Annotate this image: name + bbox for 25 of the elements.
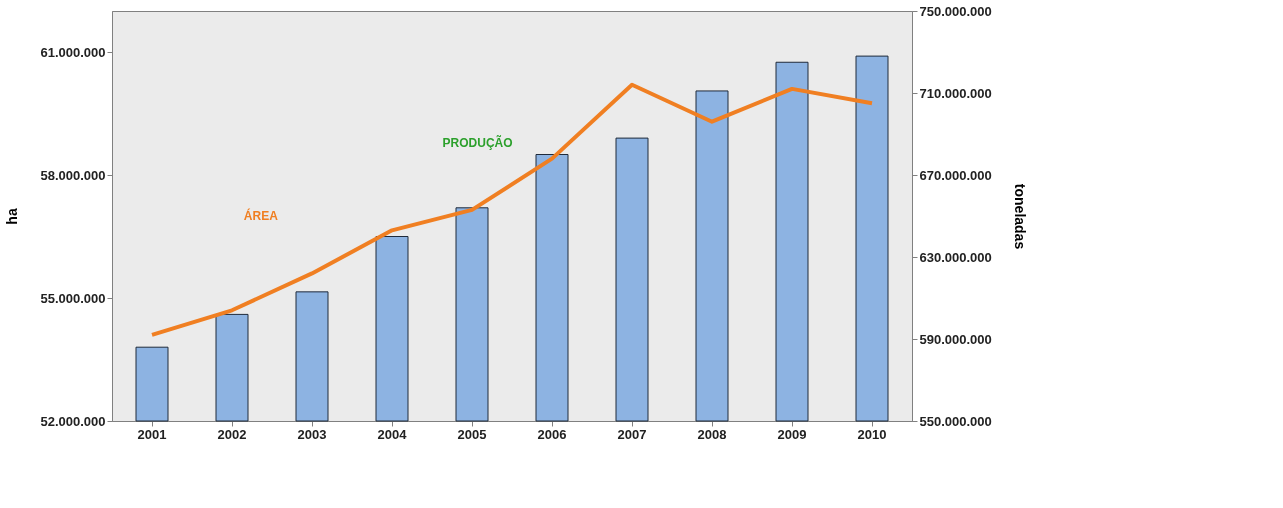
x-tick-label: 2009 [777, 426, 807, 442]
y-axis-title: ha [4, 208, 21, 225]
x-tick-label: 2001 [137, 426, 167, 442]
x-tick-label: 2002 [217, 426, 247, 442]
y-tick-label: 55.000.000 [40, 290, 106, 306]
y2-tick-label: 750.000.000 [919, 3, 992, 19]
y2-tick-label: 710.000.000 [919, 85, 992, 101]
text: ÁREA [243, 208, 279, 223]
y-tick-label: 61.000.000 [40, 44, 106, 60]
y2-tick-label: 670.000.000 [919, 167, 992, 183]
y2-axis-title: toneladas [1011, 183, 1028, 250]
series-label: PRODUÇÃO [442, 135, 513, 151]
x-tick-label: 2008 [697, 426, 727, 442]
x-tick-label: 2003 [297, 426, 327, 442]
y2-tick-label: 590.000.000 [919, 331, 992, 347]
x-tick-label: 2010 [857, 426, 887, 442]
line-series [150, 82, 874, 337]
y-tick-label: 58.000.000 [40, 167, 106, 183]
y-tick-label: 52.000.000 [40, 413, 106, 429]
x-tick-label: 2004 [377, 426, 408, 442]
x-tick-label: 2006 [537, 426, 567, 442]
y2-tick-label: 630.000.000 [919, 249, 992, 265]
y2-tick-label: 550.000.000 [919, 413, 992, 429]
x-tick-label: 2007 [617, 426, 647, 442]
x-tick-label: 2005 [457, 426, 487, 442]
